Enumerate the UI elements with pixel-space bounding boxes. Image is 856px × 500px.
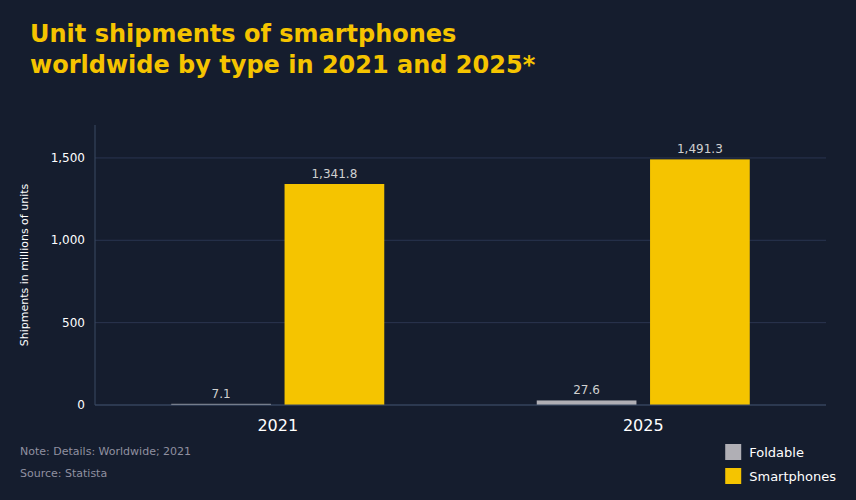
y-ticks: 0 500 1,000 1,500	[51, 151, 85, 412]
title-line: worldwide by type in 2021 and 2025*	[30, 51, 536, 79]
bar	[650, 159, 750, 405]
y-axis-label: Shipments in millions of units	[18, 183, 31, 346]
grid	[95, 158, 826, 405]
bars	[171, 159, 750, 405]
x-ticks: 2021 2025	[257, 416, 663, 435]
data-label: 7.1	[212, 387, 231, 401]
title-line: Unit shipments of smartphones	[30, 20, 456, 48]
grid-line	[95, 405, 826, 406]
legend-swatch	[725, 468, 741, 484]
data-label: 1,491.3	[677, 142, 723, 156]
grid-line	[95, 157, 826, 158]
bar	[285, 184, 385, 405]
y-tick-label: 1,000	[51, 233, 85, 247]
y-axis-line	[95, 125, 96, 405]
title: Unit shipments of smartphones worldwide b…	[30, 20, 536, 79]
data-labels: 7.1 27.6 1,341.8 1,491.3	[212, 142, 723, 400]
x-tick-label: 2025	[623, 416, 664, 435]
annotation: Note: Details: Worldwide; 2021	[20, 445, 191, 458]
legend-label: Smartphones	[749, 469, 836, 484]
baseline	[95, 405, 826, 406]
data-label: 27.6	[573, 383, 600, 397]
bar	[537, 400, 637, 405]
y-tick-label: 500	[62, 316, 85, 330]
data-label: 1,341.8	[311, 167, 357, 181]
legend-swatch	[725, 444, 741, 460]
y-tick-label: 0	[77, 398, 85, 412]
x-tick-label: 2021	[257, 416, 298, 435]
y-tick-label: 1,500	[51, 151, 85, 165]
legend-label: Foldable	[749, 445, 804, 460]
annotation: Source: Statista	[20, 467, 107, 480]
background	[0, 0, 856, 500]
chart: Unit shipments of smartphones worldwide b…	[0, 0, 856, 500]
legend: Foldable Smartphones	[725, 444, 836, 484]
